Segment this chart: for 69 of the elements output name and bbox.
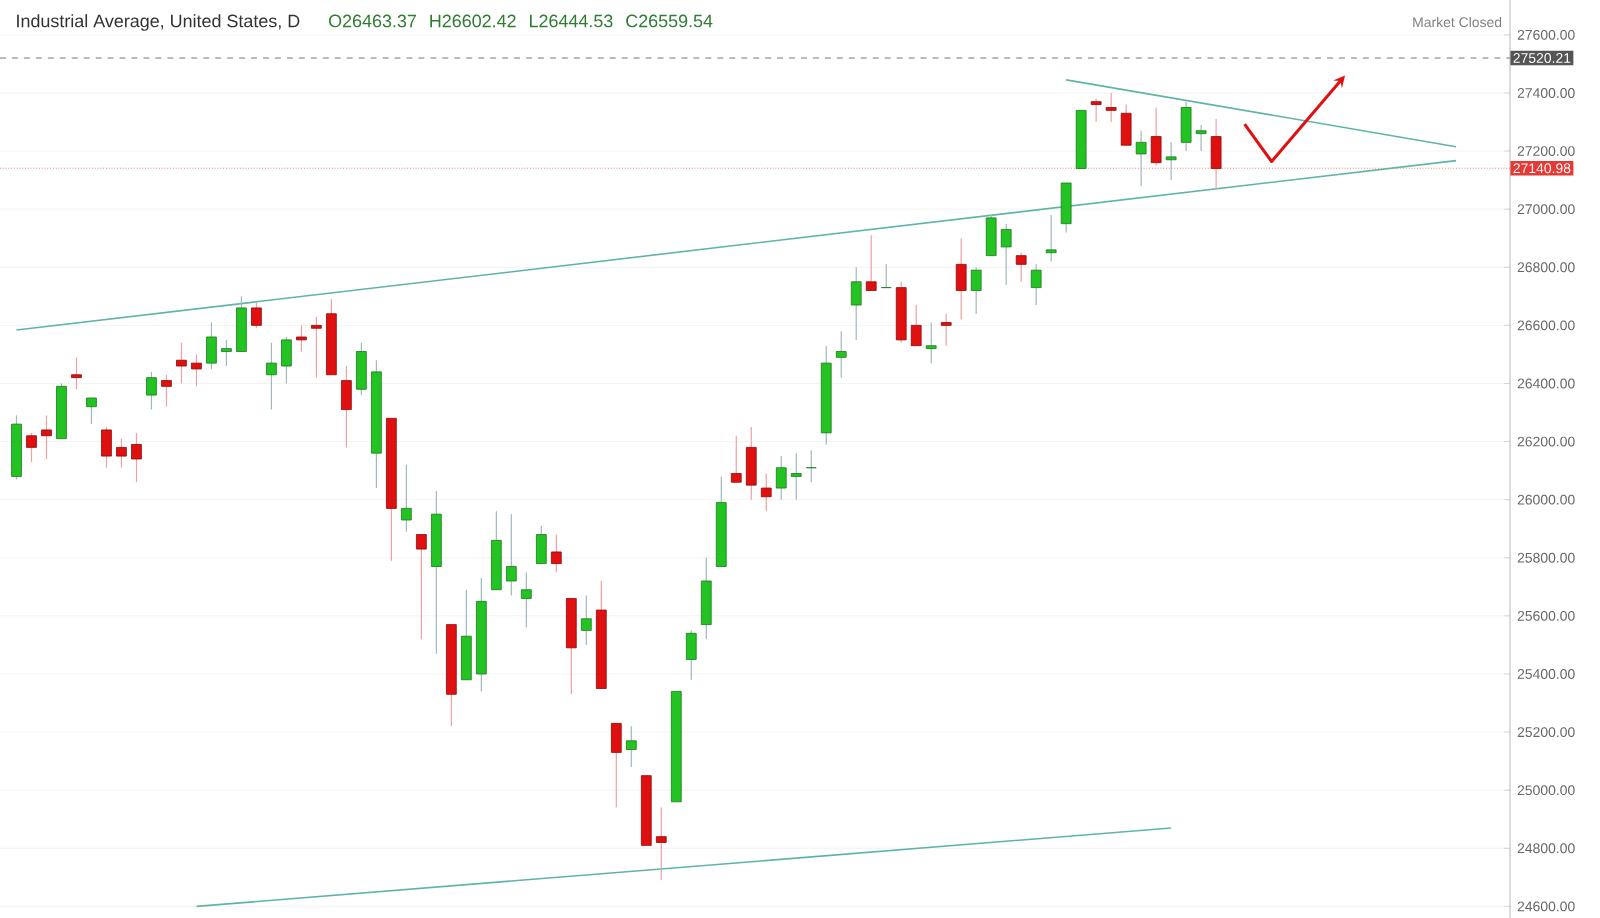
candlestick: [311, 316, 322, 379]
candlestick: [655, 807, 667, 881]
candlestick: [580, 594, 592, 646]
candlestick: [1210, 118, 1222, 190]
candlestick: [1180, 101, 1192, 152]
candlestick: [550, 533, 562, 573]
candlestick: [356, 342, 367, 396]
candlestick: [401, 464, 412, 533]
candlestick: [1015, 252, 1027, 283]
candlestick: [221, 339, 232, 367]
candlestick: [745, 426, 757, 501]
candlestick: [1165, 141, 1177, 181]
candlestick: [880, 263, 892, 289]
candlestick: [416, 533, 427, 640]
candlestick: [910, 304, 922, 347]
candlestick: [341, 365, 352, 448]
candlestick: [1000, 223, 1012, 286]
candlestick: [281, 336, 292, 385]
candlestick: [1045, 214, 1057, 263]
candlestick: [116, 438, 127, 469]
candlestick: [955, 237, 967, 321]
candlestick: [101, 426, 112, 469]
candlestick: [26, 432, 37, 463]
candlestick: [1030, 263, 1042, 306]
candlestick: [775, 455, 787, 501]
candlestick: [505, 513, 517, 597]
candlestick: [790, 452, 802, 501]
candlestick: [461, 589, 472, 681]
candlestick: [835, 330, 847, 379]
candlestick: [131, 432, 142, 483]
candlestick: [760, 472, 772, 512]
candlestick: [71, 356, 82, 390]
annotation: L26444.53: [530, 14, 613, 28]
candlestick: [176, 342, 187, 385]
annotation: H26602.42: [430, 14, 516, 28]
annotation: C26559.54: [626, 14, 713, 28]
candlestick: [1150, 106, 1162, 167]
candlestick: [850, 266, 862, 341]
candlestick: [700, 557, 712, 640]
candlestick: [970, 266, 982, 315]
candlestick: [520, 571, 532, 629]
candlestick: [266, 342, 277, 411]
text: Industrial Average, United States, D: [17, 14, 300, 31]
candlestick: [685, 629, 697, 681]
candlestick: [805, 449, 817, 483]
candlestick: [191, 353, 202, 387]
candlestick: [1120, 103, 1132, 146]
candlestick: [625, 725, 637, 768]
candlestick: [985, 214, 997, 257]
candlestick: [251, 301, 262, 329]
candlestick: [1090, 98, 1102, 123]
candlestick: [730, 435, 742, 483]
candlestick: [1060, 182, 1072, 233]
candlestick: [865, 234, 877, 292]
candlestick: [86, 397, 97, 425]
candlestick: [940, 313, 952, 347]
candlestick: [1105, 92, 1117, 123]
candlestick: [161, 374, 172, 408]
candlestick: [925, 321, 937, 364]
candlestick: [1135, 130, 1147, 187]
candlestick: [236, 295, 247, 353]
candlestick: [206, 321, 217, 370]
candlestick: [41, 414, 52, 460]
candlestick: [535, 525, 547, 565]
candlestick: [1195, 124, 1207, 152]
annotation: O26463.37: [328, 14, 416, 28]
candlestick: [146, 371, 157, 411]
candlestick: [610, 722, 622, 809]
candlestick: [296, 324, 307, 353]
